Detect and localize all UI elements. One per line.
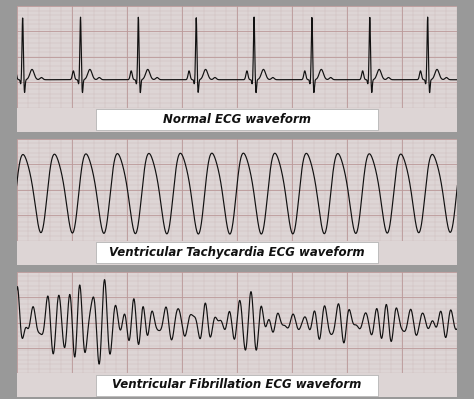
FancyBboxPatch shape [96, 375, 378, 396]
FancyBboxPatch shape [96, 242, 378, 263]
FancyBboxPatch shape [96, 109, 378, 130]
Text: Ventricular Fibrillation ECG waveform: Ventricular Fibrillation ECG waveform [112, 379, 362, 391]
Text: Normal ECG waveform: Normal ECG waveform [163, 113, 311, 126]
Text: Ventricular Tachycardia ECG waveform: Ventricular Tachycardia ECG waveform [109, 246, 365, 259]
